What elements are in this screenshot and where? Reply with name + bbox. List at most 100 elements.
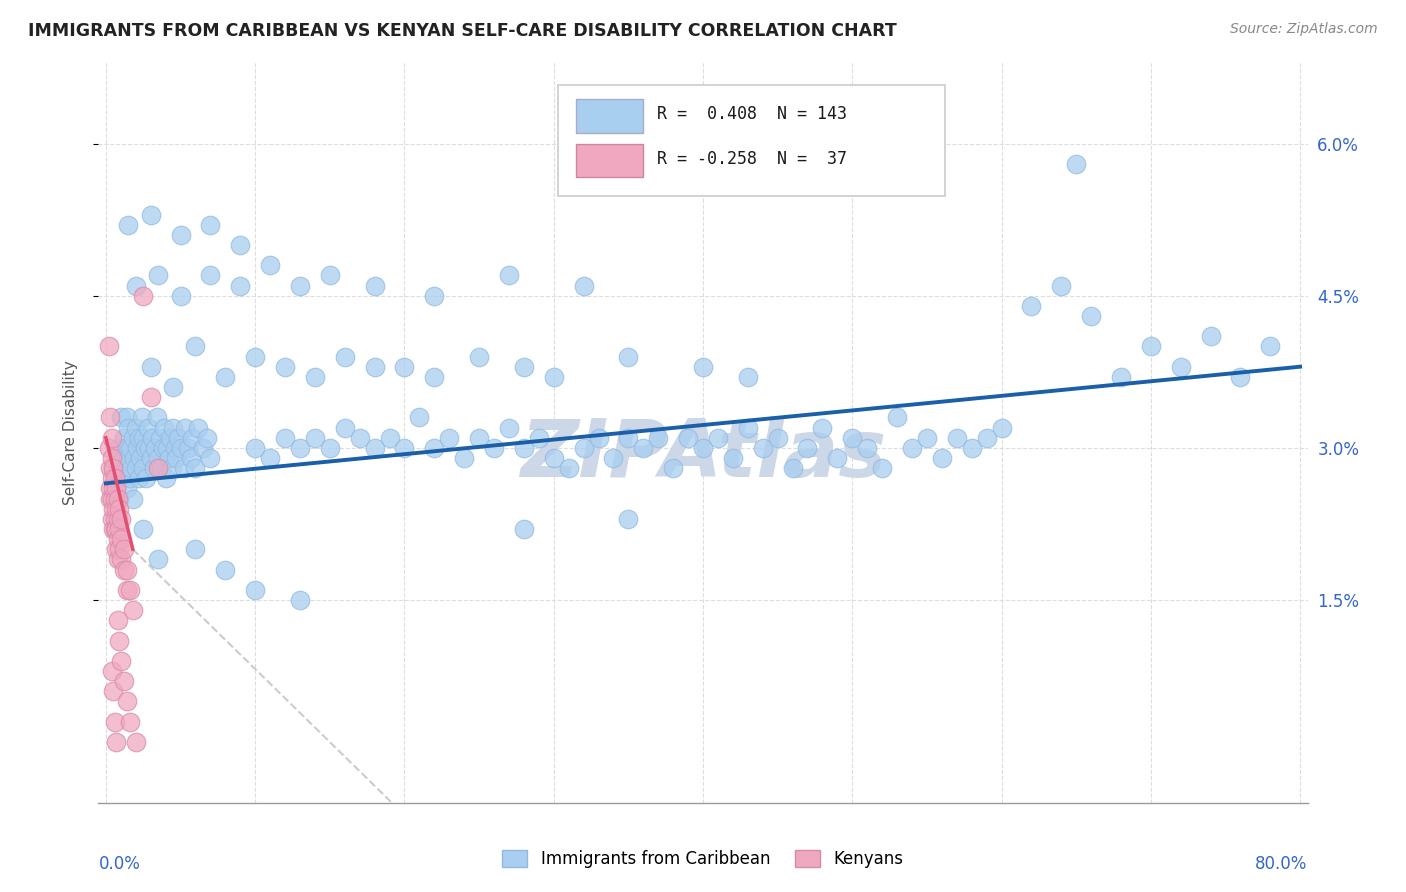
Point (125, 420, 148, 434)
Point (572, 278, 595, 293)
Point (101, 431, 124, 445)
Point (121, 491, 143, 506)
Point (707, 431, 730, 445)
Point (131, 410, 153, 425)
Point (105, 542, 128, 557)
Point (128, 431, 150, 445)
Point (108, 522, 131, 536)
FancyBboxPatch shape (576, 144, 643, 178)
Point (319, 268, 342, 283)
Point (214, 562, 236, 576)
Point (121, 603, 143, 617)
FancyBboxPatch shape (576, 99, 643, 133)
Point (181, 431, 204, 445)
Text: R = -0.258  N =  37: R = -0.258 N = 37 (657, 150, 846, 168)
Point (498, 268, 520, 283)
Point (423, 369, 446, 384)
Point (108, 501, 131, 516)
Point (139, 208, 162, 222)
Point (101, 512, 124, 526)
Point (1021, 299, 1043, 313)
Point (132, 289, 155, 303)
Point (115, 562, 138, 576)
Point (796, 441, 818, 455)
Point (288, 593, 311, 607)
Point (115, 410, 138, 425)
Point (901, 441, 924, 455)
Point (513, 359, 536, 374)
Point (145, 410, 167, 425)
Point (138, 441, 160, 455)
Point (159, 431, 181, 445)
Point (108, 633, 131, 648)
Point (112, 542, 135, 557)
Point (617, 431, 640, 445)
Point (139, 390, 162, 404)
Point (108, 491, 131, 506)
Point (557, 461, 579, 475)
Point (107, 613, 129, 627)
Point (101, 491, 124, 506)
Point (118, 441, 141, 455)
Point (543, 369, 565, 384)
Point (103, 461, 125, 475)
Point (117, 420, 139, 434)
Point (363, 359, 385, 374)
Point (1199, 329, 1222, 343)
Point (886, 410, 908, 425)
Point (105, 501, 128, 516)
Point (153, 420, 176, 434)
Point (120, 461, 142, 475)
Point (180, 450, 202, 465)
Point (125, 461, 148, 475)
Point (513, 441, 536, 455)
Point (572, 441, 595, 455)
Point (112, 562, 135, 576)
Point (169, 227, 191, 242)
Point (197, 431, 219, 445)
Point (1064, 157, 1087, 171)
Point (103, 684, 125, 698)
Point (104, 512, 127, 526)
Point (468, 350, 491, 364)
Point (229, 238, 252, 252)
Point (107, 512, 129, 526)
Point (931, 450, 953, 465)
Point (112, 674, 135, 689)
Point (104, 491, 127, 506)
Text: ZIPAtlas: ZIPAtlas (520, 416, 886, 494)
Text: IMMIGRANTS FROM CARIBBEAN VS KENYAN SELF-CARE DISABILITY CORRELATION CHART: IMMIGRANTS FROM CARIBBEAN VS KENYAN SELF… (28, 22, 897, 40)
Y-axis label: Self-Care Disability: Self-Care Disability (63, 360, 77, 505)
Point (105, 482, 128, 496)
Point (166, 431, 188, 445)
Point (304, 369, 326, 384)
Point (243, 350, 266, 364)
Point (468, 431, 491, 445)
Point (647, 431, 669, 445)
Point (945, 431, 967, 445)
Point (146, 450, 169, 465)
Text: Source: ZipAtlas.com: Source: ZipAtlas.com (1230, 22, 1378, 37)
Point (110, 450, 132, 465)
Point (692, 359, 714, 374)
Point (118, 471, 141, 485)
Point (408, 410, 430, 425)
Point (676, 431, 699, 445)
Point (127, 441, 149, 455)
Point (163, 441, 186, 455)
Point (117, 450, 139, 465)
Point (1109, 369, 1132, 384)
Point (394, 359, 416, 374)
Point (118, 582, 141, 597)
Point (184, 542, 207, 557)
Point (1140, 339, 1163, 353)
Point (112, 431, 135, 445)
Point (112, 461, 135, 475)
Point (319, 441, 342, 455)
Point (200, 218, 222, 232)
Point (149, 431, 172, 445)
Point (114, 441, 136, 455)
Point (132, 522, 155, 536)
Point (288, 278, 311, 293)
Point (103, 482, 125, 496)
